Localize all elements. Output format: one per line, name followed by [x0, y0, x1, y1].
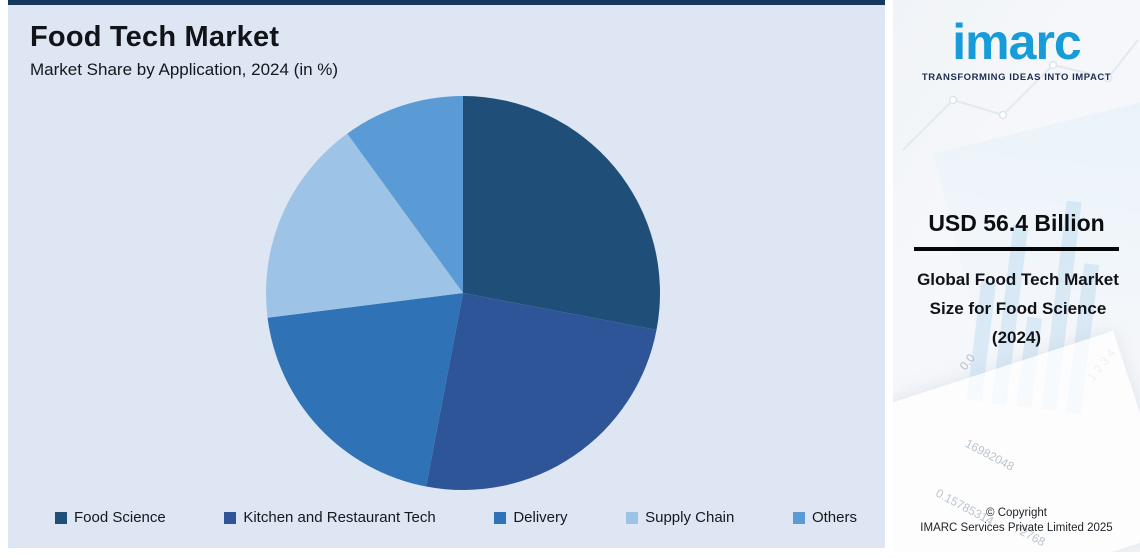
pie-slice-others [347, 96, 463, 293]
legend-marker [626, 511, 639, 524]
imarc-logo-text: imarc [952, 14, 1081, 70]
legend-item-supply-chain: Supply Chain [626, 509, 734, 526]
legend-marker [494, 511, 507, 524]
stat-value: USD 56.4 Billion [928, 210, 1105, 236]
stat-year: (2024) [991, 328, 1042, 347]
chart-title: Food Tech Market [30, 21, 280, 53]
pie-slice-delivery [267, 293, 463, 487]
legend-marker [55, 511, 67, 524]
pie-slice-kitchen-and-restaurant-tech [426, 293, 657, 490]
imarc-logo-tagline: TRANSFORMING IDEAS INTO IMPACT [921, 71, 1112, 83]
copyright-line2: IMARC Services Private Limited 2025 [920, 522, 1113, 534]
legend: Food Science Kitchen and Restaurant Tech D… [8, 509, 885, 526]
stat-block: USD 56.4 Billion Global Food Tech Market… [893, 210, 1140, 352]
brand-panel: 1 2 3 4 0.0 16982048 0.15785314 72768 im… [893, 0, 1140, 552]
legend-item-kitchen-and-restaurant-tech: Kitchen and Restaurant Tech [224, 509, 436, 526]
chart-subtitle: Market Share by Application, 2024 (in %) [30, 60, 339, 79]
copyright-line1: © Copyright [986, 507, 1047, 519]
pie-chart-svg [265, 96, 660, 490]
decor-axis-numbers: 0.0 [956, 351, 978, 373]
legend-label: Food Science [74, 509, 166, 526]
legend-label: Supply Chain [645, 509, 735, 526]
legend-label: Kitchen and Restaurant Tech [243, 509, 436, 526]
pie-slice-food-science [463, 96, 660, 330]
decor-faint-number: 16982048 [962, 436, 1017, 474]
legend-label: Others [811, 509, 857, 526]
pie-slice-supply-chain [265, 133, 463, 318]
stat-description: Global Food Tech Market Size for Food Sc… [917, 270, 1119, 318]
legend-marker [792, 511, 805, 524]
legend-item-food-science: Food Science [55, 509, 166, 526]
pie-chart [265, 96, 660, 490]
stat-divider [914, 247, 1119, 251]
legend-marker [224, 511, 237, 524]
imarc-logo: imarc TRANSFORMING IDEAS INTO IMPACT [893, 16, 1140, 83]
legend-item-others: Others [792, 509, 857, 526]
chart-panel: Food Tech Market Market Share by Applica… [8, 0, 885, 548]
legend-item-delivery: Delivery [494, 509, 568, 526]
legend-label: Delivery [513, 509, 568, 526]
copyright: © Copyright IMARC Services Private Limit… [893, 507, 1140, 534]
